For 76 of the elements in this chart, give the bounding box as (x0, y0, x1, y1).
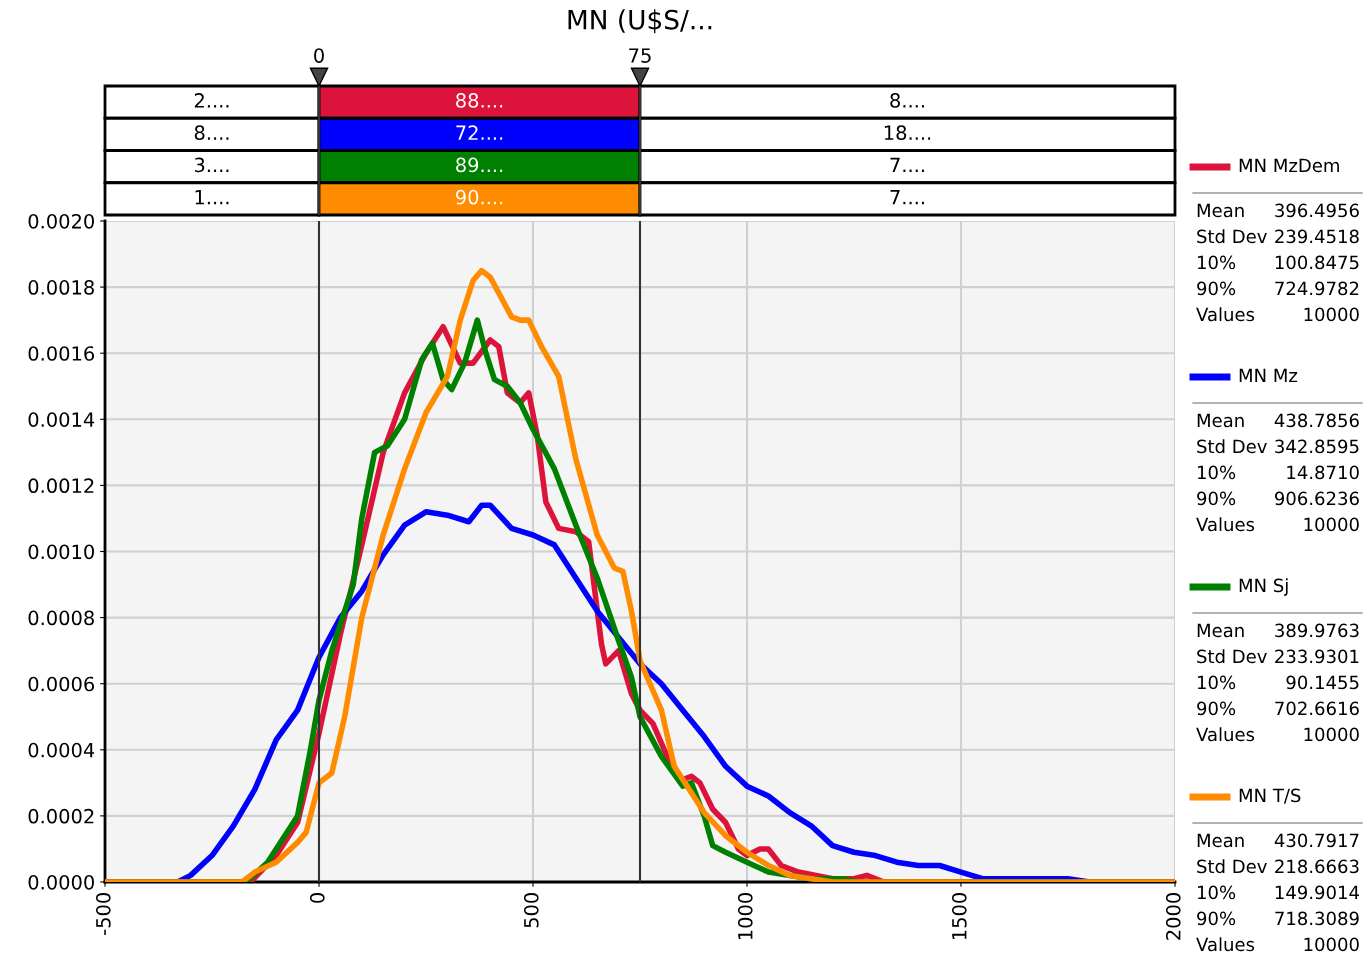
y-tick-label: 0.0010 (28, 544, 94, 560)
text: 10000 (1304, 727, 1359, 742)
y-tick-label: 0.0012 (28, 478, 94, 494)
text: Std Dev (1197, 649, 1267, 664)
text: 702.6616 (1275, 701, 1359, 716)
text: 396.4956 (1275, 203, 1359, 218)
text: 90% (1197, 911, 1236, 926)
chart-title: MN (U$S/... (568, 9, 712, 34)
text: 7.... (890, 190, 924, 205)
text: 10% (1197, 885, 1236, 900)
text: 72.... (456, 125, 503, 140)
text: 10000 (1304, 307, 1359, 322)
text: Std Dev (1197, 859, 1267, 874)
text: 724.9782 (1275, 281, 1359, 296)
x-tick-label: 1500 (951, 893, 967, 940)
text: 90% (1197, 701, 1236, 716)
text: 89.... (456, 157, 503, 173)
text: Std Dev (1197, 229, 1267, 244)
y-tick-label: 0.0000 (28, 874, 94, 890)
text: 18.... (884, 125, 931, 141)
text: 10000 (1304, 937, 1359, 952)
text: Values (1196, 307, 1255, 322)
y-tick-label: 0.0002 (28, 808, 94, 824)
y-tick-label: 0.0016 (28, 346, 95, 361)
text: 10% (1197, 465, 1236, 480)
legend-label: MN MzDem (1239, 158, 1339, 173)
x-tick-label: -500 (95, 893, 111, 935)
text: 342.8595 (1275, 439, 1359, 454)
text: 10% (1197, 675, 1236, 690)
legend-label: MN Sj (1239, 578, 1288, 596)
text: 100.8475 (1275, 255, 1359, 270)
y-tick-label: 0.0004 (28, 742, 95, 758)
legend-label: MN Mz (1239, 368, 1298, 382)
text: Values (1196, 937, 1255, 952)
text: 90.... (455, 189, 503, 205)
text: Values (1196, 517, 1255, 532)
text: 149.9014 (1275, 885, 1359, 900)
text: 233.9301 (1275, 649, 1359, 664)
x-tick-label: 0 (309, 893, 325, 903)
text: 389.9763 (1275, 623, 1359, 638)
ref-line-label: 0 (314, 48, 324, 63)
y-tick-label: 0.0018 (28, 280, 94, 295)
text: 1.... (195, 190, 229, 205)
text: 10% (1197, 255, 1236, 270)
y-tick-label: 0.0006 (28, 676, 95, 692)
text: Std Dev (1197, 439, 1267, 454)
text: 90.1455 (1286, 675, 1359, 690)
text: 438.7856 (1274, 413, 1359, 428)
text: Mean (1197, 833, 1244, 848)
text: 90% (1197, 491, 1236, 506)
text: 218.6663 (1275, 859, 1359, 874)
text: 10000 (1304, 517, 1359, 532)
x-tick-label: 500 (523, 893, 539, 928)
text: Mean (1197, 203, 1244, 218)
text: 906.6236 (1274, 491, 1359, 506)
y-tick-label: 0.0008 (28, 610, 94, 626)
text: 75 (629, 48, 651, 63)
text: 7.... (890, 157, 924, 172)
text: Mean (1197, 623, 1244, 638)
x-tick-label: 2000 (1165, 893, 1181, 940)
y-tick-label: 0.0014 (28, 412, 95, 427)
text: 88.... (456, 93, 503, 108)
text: Mean (1197, 413, 1244, 428)
text: 3.... (194, 157, 229, 173)
text: 90% (1197, 281, 1236, 296)
text: 2.... (194, 93, 229, 108)
text: 8.... (194, 125, 229, 141)
y-tick-label: 0.0020 (28, 213, 94, 229)
text: 239.4518 (1275, 229, 1359, 244)
x-tick-label: 1000 (737, 893, 753, 940)
legend-label: MN T/S (1239, 788, 1301, 804)
text: Values (1196, 727, 1255, 742)
text: 8.... (890, 93, 924, 108)
text: 430.7917 (1274, 833, 1359, 848)
text: 718.3089 (1275, 911, 1359, 926)
text: 14.8710 (1287, 465, 1359, 480)
